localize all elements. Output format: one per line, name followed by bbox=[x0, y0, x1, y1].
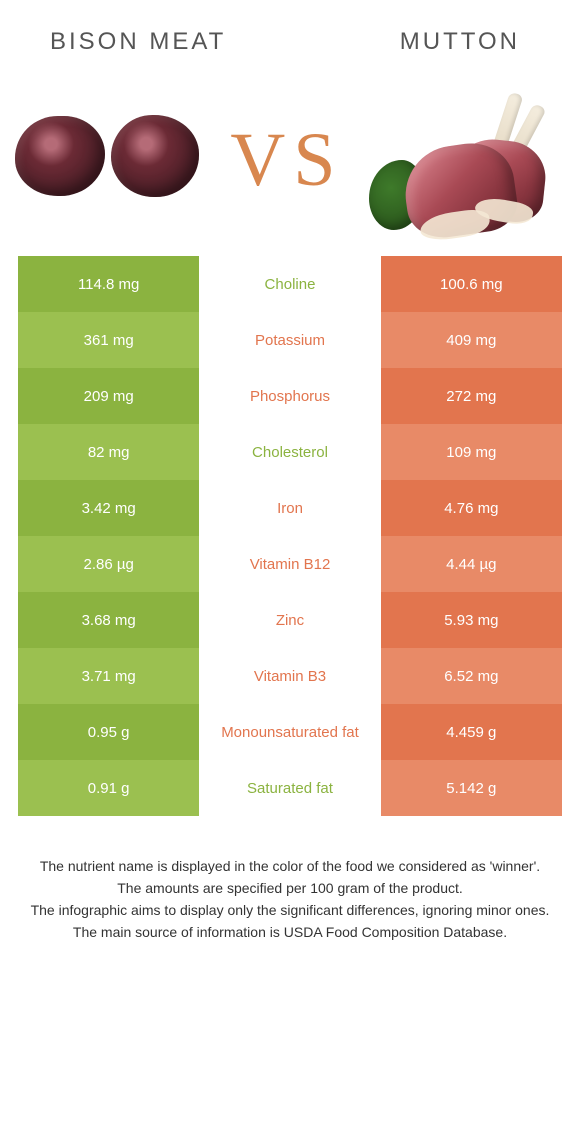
right-value: 409 mg bbox=[381, 312, 562, 368]
left-value: 2.86 µg bbox=[18, 536, 199, 592]
footer-line: The infographic aims to display only the… bbox=[28, 900, 552, 921]
left-value: 114.8 mg bbox=[18, 256, 199, 312]
table-row: 3.71 mgVitamin B36.52 mg bbox=[18, 648, 562, 704]
nutrient-label: Zinc bbox=[199, 592, 380, 648]
right-value: 272 mg bbox=[381, 368, 562, 424]
left-value: 209 mg bbox=[18, 368, 199, 424]
right-value: 5.142 g bbox=[381, 760, 562, 816]
footer-notes: The nutrient name is displayed in the co… bbox=[0, 816, 580, 943]
table-row: 3.42 mgIron4.76 mg bbox=[18, 480, 562, 536]
right-value: 5.93 mg bbox=[381, 592, 562, 648]
table-row: 0.95 gMonounsaturated fat4.459 g bbox=[18, 704, 562, 760]
nutrient-label: Monounsaturated fat bbox=[199, 704, 380, 760]
nutrient-label: Saturated fat bbox=[199, 760, 380, 816]
table-row: 209 mgPhosphorus272 mg bbox=[18, 368, 562, 424]
right-value: 109 mg bbox=[381, 424, 562, 480]
nutrient-label: Iron bbox=[199, 480, 380, 536]
bison-meat-image bbox=[15, 115, 199, 197]
right-value: 4.459 g bbox=[381, 704, 562, 760]
table-row: 2.86 µgVitamin B124.44 µg bbox=[18, 536, 562, 592]
table-row: 114.8 mgCholine100.6 mg bbox=[18, 256, 562, 312]
mutton-image bbox=[375, 90, 565, 250]
right-value: 100.6 mg bbox=[381, 256, 562, 312]
table-row: 82 mgCholesterol109 mg bbox=[18, 424, 562, 480]
right-value: 6.52 mg bbox=[381, 648, 562, 704]
left-value: 361 mg bbox=[18, 312, 199, 368]
left-value: 3.68 mg bbox=[18, 592, 199, 648]
nutrient-label: Vitamin B3 bbox=[199, 648, 380, 704]
footer-line: The main source of information is USDA F… bbox=[28, 922, 552, 943]
table-row: 0.91 gSaturated fat5.142 g bbox=[18, 760, 562, 816]
left-food-title: BISON MEAT bbox=[50, 28, 226, 56]
right-food-title: MUTTON bbox=[400, 28, 520, 56]
header: BISON MEAT MUTTON bbox=[0, 0, 580, 66]
left-value: 3.71 mg bbox=[18, 648, 199, 704]
nutrient-label: Potassium bbox=[199, 312, 380, 368]
footer-line: The amounts are specified per 100 gram o… bbox=[28, 878, 552, 899]
nutrient-label: Phosphorus bbox=[199, 368, 380, 424]
footer-line: The nutrient name is displayed in the co… bbox=[28, 856, 552, 877]
right-value: 4.76 mg bbox=[381, 480, 562, 536]
left-value: 0.91 g bbox=[18, 760, 199, 816]
steak-icon bbox=[111, 115, 199, 197]
left-value: 3.42 mg bbox=[18, 480, 199, 536]
steak-icon bbox=[15, 116, 105, 196]
nutrient-label: Cholesterol bbox=[199, 424, 380, 480]
left-value: 82 mg bbox=[18, 424, 199, 480]
left-value: 0.95 g bbox=[18, 704, 199, 760]
right-value: 4.44 µg bbox=[381, 536, 562, 592]
nutrient-table: 114.8 mgCholine100.6 mg361 mgPotassium40… bbox=[0, 256, 580, 816]
table-row: 361 mgPotassium409 mg bbox=[18, 312, 562, 368]
nutrient-label: Choline bbox=[199, 256, 380, 312]
images-row: VS bbox=[0, 66, 580, 256]
nutrient-label: Vitamin B12 bbox=[199, 536, 380, 592]
vs-label: VS bbox=[230, 117, 343, 204]
table-row: 3.68 mgZinc5.93 mg bbox=[18, 592, 562, 648]
